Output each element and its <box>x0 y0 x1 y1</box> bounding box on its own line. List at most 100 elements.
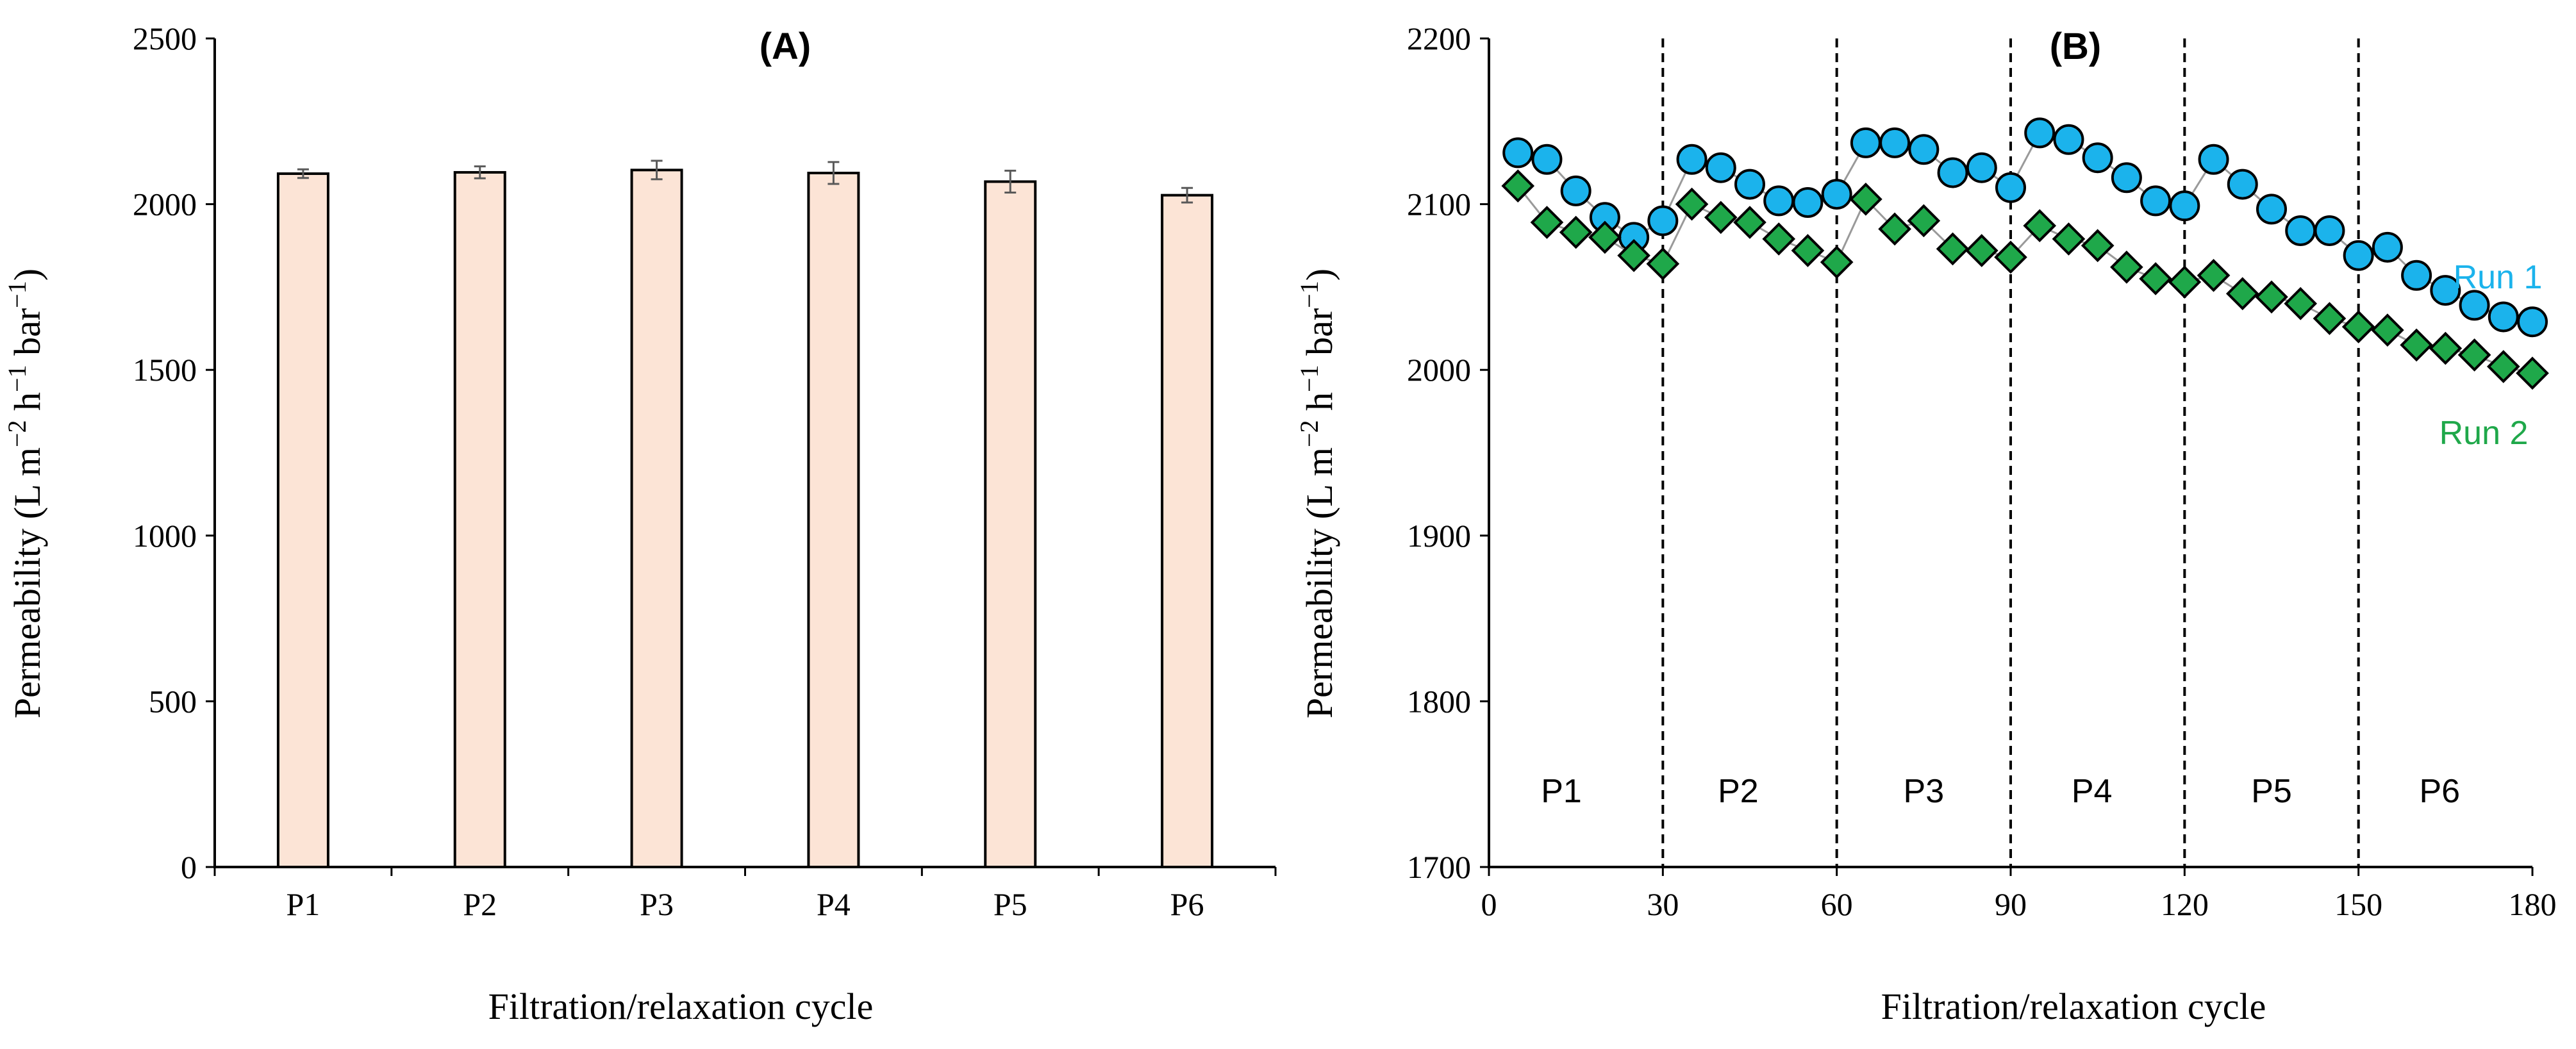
run-2-point <box>2371 313 2404 347</box>
run-2-point <box>1849 183 1882 216</box>
run-1-point <box>1647 205 1679 236</box>
run-2-point <box>2341 310 2375 343</box>
run-2-point <box>1559 215 1593 249</box>
run-1-point <box>2227 169 2258 200</box>
bar-p1 <box>276 172 329 869</box>
run-1-series <box>1502 117 2548 338</box>
panel-b-x-tick-label: 60 <box>1821 886 1853 922</box>
run-2-point <box>1530 206 1564 239</box>
panel-b-y-tick-label: 1900 <box>1407 518 1471 554</box>
panel-a-x-tick-label: P1 <box>287 886 320 922</box>
panel-a-x-tick-label: P2 <box>463 886 497 922</box>
run-1-point <box>2198 144 2229 175</box>
run-2-point <box>2197 258 2231 292</box>
panel-a-y-ticks: 0 500 1000 1500 2000 2500 <box>133 21 215 885</box>
run-1-point <box>1908 134 1940 165</box>
run-1-point <box>2053 124 2084 155</box>
period-label-p6: P6 <box>2419 773 2460 810</box>
panel-a: Permeability (L m−2 h−1 bar−1) (A) Filtr… <box>3 21 1277 1027</box>
panel-b-x-tick-label: 30 <box>1647 886 1679 922</box>
run-2-point <box>1994 240 2027 274</box>
panel-b-y-tick-label: 2200 <box>1407 21 1471 56</box>
panel-b-x-tick-label: 0 <box>1481 886 1497 922</box>
run-2-point <box>2168 265 2202 299</box>
panel-a-x-ticks: P1 P2 P3 P4 P5 P6 <box>213 867 1277 922</box>
panel-a-bars <box>276 169 1214 869</box>
run-1-point <box>1560 175 1591 206</box>
run-2-point <box>1704 201 1738 235</box>
panel-b-x-tick-label: 120 <box>2161 886 2209 922</box>
panel-a-x-tick-label: P4 <box>817 886 851 922</box>
panel-a-x-tick-label: P6 <box>1170 886 1204 922</box>
period-label-p4: P4 <box>2072 773 2113 810</box>
period-label-p5: P5 <box>2251 773 2292 810</box>
run-1-point <box>2314 215 2345 246</box>
run-1-point <box>1792 187 1824 219</box>
panel-b-period-labels: P1 P2 P3 P4 P5 P6 <box>1541 773 2460 810</box>
panel-a-x-tick-label: P3 <box>640 886 674 922</box>
run-2-point <box>1733 206 1766 239</box>
run-2-point <box>2255 280 2288 314</box>
run-2-point <box>1501 169 1535 202</box>
bar-p2 <box>453 170 506 868</box>
run-1-point <box>2169 190 2200 222</box>
run-2-point <box>1588 220 1622 254</box>
panel-b-x-axis-title: Filtration/relaxation cycle <box>1881 986 2266 1027</box>
run-1-point <box>2488 301 2519 333</box>
run-2-point <box>2110 251 2143 284</box>
run-1-point <box>1937 157 1968 188</box>
panel-b-y-tick-label: 2000 <box>1407 352 1471 388</box>
panel-b-y-ticks: 1700 1800 1900 2000 2100 2200 <box>1407 21 1489 885</box>
run-2-point <box>2081 229 2115 263</box>
period-label-p2: P2 <box>1718 773 1759 810</box>
run-2-point <box>2225 277 2259 311</box>
run-1-point <box>1850 127 1881 158</box>
run-1-point <box>1995 172 2026 203</box>
run-2-point <box>2457 338 2491 372</box>
run-1-point <box>2517 306 2548 338</box>
run-2-point <box>2284 286 2318 320</box>
panel-a-y-tick-label: 1000 <box>133 518 197 554</box>
run-1-point <box>2111 162 2142 194</box>
panel-a-title: (A) <box>760 26 811 67</box>
period-label-p1: P1 <box>1541 773 1582 810</box>
run-1-point <box>2430 275 2461 306</box>
panel-b-x-tick-label: 90 <box>1995 886 2027 922</box>
run-1-legend-label: Run 1 <box>2454 259 2543 296</box>
run-1-point <box>2343 240 2374 271</box>
run-2-point <box>1762 222 1796 256</box>
run-1-point <box>1676 144 1708 175</box>
panel-b-y-tick-label: 1800 <box>1407 683 1471 719</box>
panel-a-y-tick-label: 0 <box>181 849 197 885</box>
run-2-point <box>1936 232 1970 266</box>
bar-p6 <box>1161 194 1214 868</box>
run-2-legend-label: Run 2 <box>2439 415 2529 452</box>
run-1-point <box>2401 260 2432 291</box>
period-label-p3: P3 <box>1904 773 1945 810</box>
panel-a-y-tick-label: 2500 <box>133 21 197 56</box>
panel-a-x-axis-title: Filtration/relaxation cycle <box>488 986 874 1027</box>
run-2-point <box>1907 204 1941 238</box>
panel-a-y-axis-title: Permeability (L m−2 h−1 bar−1) <box>3 268 49 718</box>
run-1-point <box>2256 194 2287 225</box>
bar-p5 <box>984 180 1037 868</box>
run-1-point <box>2459 290 2490 321</box>
run-2-point <box>2023 209 2057 243</box>
panel-b: Permeability (L m−2 h−1 bar−1) (B) Filtr… <box>1295 21 2557 1027</box>
run-2-point <box>1646 247 1680 281</box>
run-1-point <box>1502 137 1534 169</box>
run-2-point <box>2139 262 2172 295</box>
run-1-point <box>1821 179 1852 210</box>
run-1-point <box>2082 142 2113 174</box>
panel-a-y-tick-label: 500 <box>149 683 197 719</box>
run-2-point <box>2313 302 2347 335</box>
run-2-point <box>2429 331 2463 365</box>
run-2-point <box>1791 234 1825 267</box>
run-2-point <box>1617 238 1650 272</box>
run-2-point <box>2052 222 2086 256</box>
panel-a-error-bars <box>297 160 1193 204</box>
panel-b-x-tick-label: 150 <box>2334 886 2382 922</box>
run-1-point <box>1705 152 1736 183</box>
run-2-series <box>1501 169 2549 390</box>
